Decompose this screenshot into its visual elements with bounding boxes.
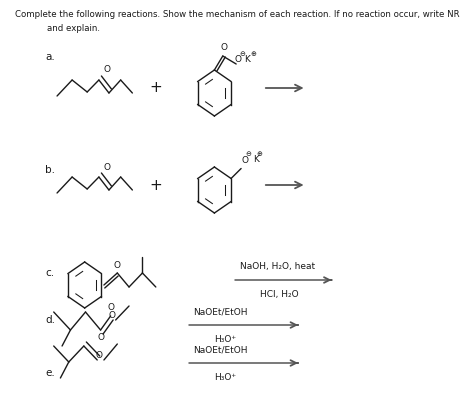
Text: a.: a.	[46, 52, 55, 62]
Text: ⊕: ⊕	[250, 51, 256, 57]
Text: O: O	[104, 162, 111, 172]
Text: HCl, H₂O: HCl, H₂O	[260, 290, 299, 300]
Text: ⊖: ⊖	[245, 150, 251, 156]
Text: NaOEt/EtOH: NaOEt/EtOH	[193, 308, 248, 316]
Text: d.: d.	[46, 315, 55, 325]
Text: K: K	[253, 155, 259, 164]
Text: O: O	[114, 261, 121, 269]
Text: O: O	[221, 43, 228, 51]
Text: H₃O⁺: H₃O⁺	[214, 336, 237, 344]
Text: ⊖: ⊖	[239, 51, 246, 57]
Text: O: O	[104, 65, 111, 75]
Text: K: K	[245, 55, 250, 63]
Text: Complete the following reactions. Show the mechanism of each reaction. If no rea: Complete the following reactions. Show t…	[15, 10, 459, 19]
Text: H₃O⁺: H₃O⁺	[214, 373, 237, 383]
Text: O: O	[107, 304, 114, 312]
Text: +: +	[149, 81, 162, 95]
Text: b.: b.	[46, 165, 55, 175]
Text: +: +	[149, 178, 162, 192]
Text: O: O	[242, 156, 249, 165]
Text: O: O	[97, 334, 104, 342]
Text: O: O	[96, 351, 102, 360]
Text: NaOH, H₂O, heat: NaOH, H₂O, heat	[239, 263, 315, 271]
Text: O: O	[235, 55, 241, 63]
Text: NaOEt/EtOH: NaOEt/EtOH	[193, 346, 248, 354]
Text: e.: e.	[46, 368, 55, 378]
Text: c.: c.	[46, 268, 55, 278]
Text: O: O	[108, 311, 115, 320]
Text: and explain.: and explain.	[47, 24, 100, 33]
Text: ⊕: ⊕	[256, 150, 263, 156]
